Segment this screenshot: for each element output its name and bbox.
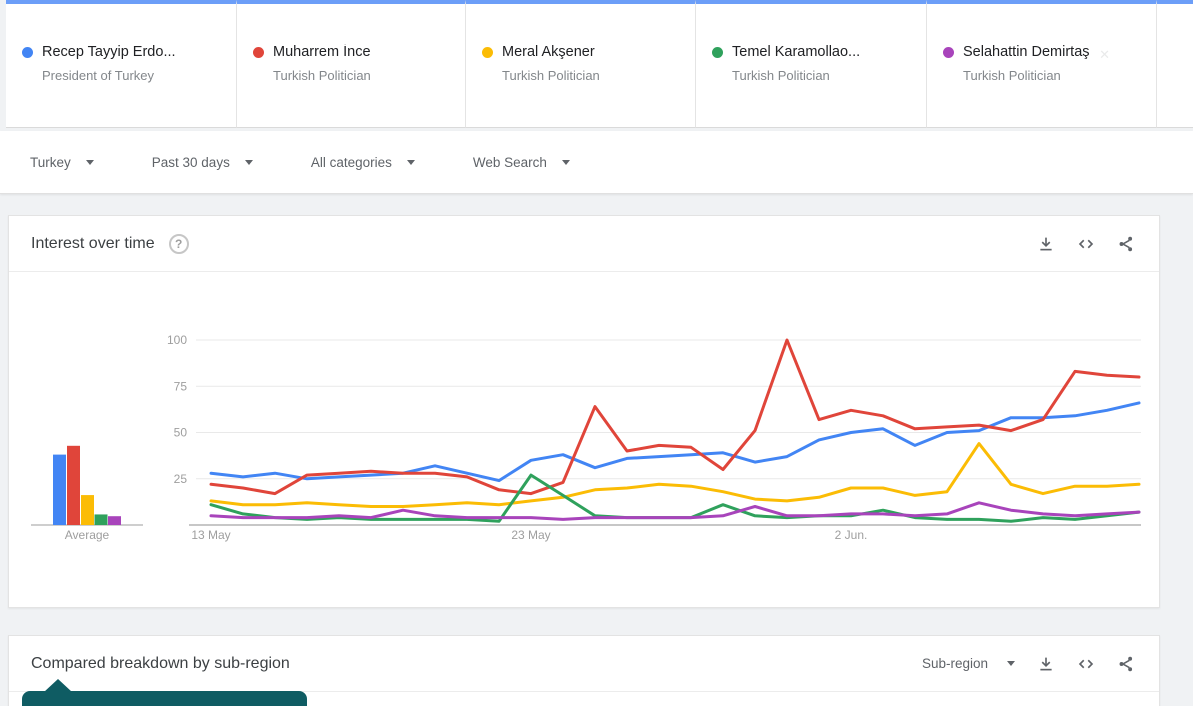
filter-region-label: Turkey [30,154,71,170]
term-subtitle: President of Turkey [42,68,154,83]
term-card-erdogan: Recep Tayyip Erdo... President of Turkey [6,0,237,128]
svg-text:13 May: 13 May [191,528,230,542]
term-card-demirtas: Selahattin Demirtaş Turkish Politician ✕ [927,0,1157,128]
filter-time-range[interactable]: Past 30 days [152,155,253,170]
chevron-down-icon [561,159,570,165]
chevron-down-icon [406,159,415,165]
download-icon[interactable] [1037,235,1055,253]
term-card-aksener: Meral Akşener Turkish Politician [466,0,696,128]
subregion-dropdown-label: Sub-region [921,656,988,671]
term-card-partial [1157,0,1193,128]
chevron-down-icon [244,159,253,165]
download-icon[interactable] [1037,655,1055,673]
embed-icon[interactable] [1077,235,1095,253]
interest-over-time-panel: Interest over time ? [8,215,1160,608]
filter-bar: Turkey Past 30 days All categories Web S… [0,131,1193,194]
svg-text:50: 50 [174,426,188,440]
remove-term-icon[interactable]: ✕ [1099,47,1110,62]
share-icon[interactable] [1117,655,1135,673]
term-subtitle: Turkish Politician [732,68,830,83]
series-color-dot [22,46,33,58]
interest-over-time-chart[interactable]: 25 50 75 100 13 May 23 May 2 Jun. Average [9,273,1159,608]
svg-text:23 May: 23 May [511,528,550,542]
term-name: Recep Tayyip Erdo... [42,44,176,60]
series-color-dot [712,46,723,58]
breakdown-panel-header: Compared breakdown by sub-region Sub-reg… [9,636,1159,692]
interest-panel-header: Interest over time ? [9,216,1159,272]
tooltip-caret [44,679,72,692]
chevron-down-icon [1007,661,1015,666]
term-name: Selahattin Demirtaş [963,44,1090,60]
filter-category[interactable]: All categories [311,155,415,170]
tooltip [22,691,307,706]
chevron-down-icon [85,159,94,165]
panel-title: Compared breakdown by sub-region [31,654,290,672]
term-card-karamollaoglu: Temel Karamollao... Turkish Politician [696,0,927,128]
filter-category-label: All categories [310,154,392,170]
series-color-dot [943,46,954,58]
panel-title: Interest over time [31,234,155,252]
svg-text:100: 100 [167,333,187,347]
embed-icon[interactable] [1077,655,1095,673]
svg-text:75: 75 [174,379,188,393]
share-icon[interactable] [1117,235,1135,253]
svg-text:Average: Average [65,528,110,542]
comparison-terms-row: Recep Tayyip Erdo... President of Turkey… [6,0,1193,128]
term-subtitle: Turkish Politician [273,68,371,83]
term-subtitle: Turkish Politician [963,68,1061,83]
filter-search-type[interactable]: Web Search [473,155,570,170]
filter-region[interactable]: Turkey [30,155,94,170]
term-subtitle: Turkish Politician [502,68,600,83]
series-color-dot [482,46,493,58]
term-name: Muharrem İnce [273,44,371,60]
filter-search-type-label: Web Search [472,154,547,170]
term-name: Meral Akşener [502,44,595,60]
subregion-dropdown[interactable]: Sub-region [922,656,1015,671]
svg-text:2 Jun.: 2 Jun. [835,528,868,542]
svg-text:25: 25 [174,472,188,486]
term-name: Temel Karamollao... [732,44,861,60]
help-icon[interactable]: ? [168,233,189,254]
series-color-dot [253,46,264,58]
term-card-ince: Muharrem İnce Turkish Politician [237,0,466,128]
filter-time-range-label: Past 30 days [151,154,230,170]
